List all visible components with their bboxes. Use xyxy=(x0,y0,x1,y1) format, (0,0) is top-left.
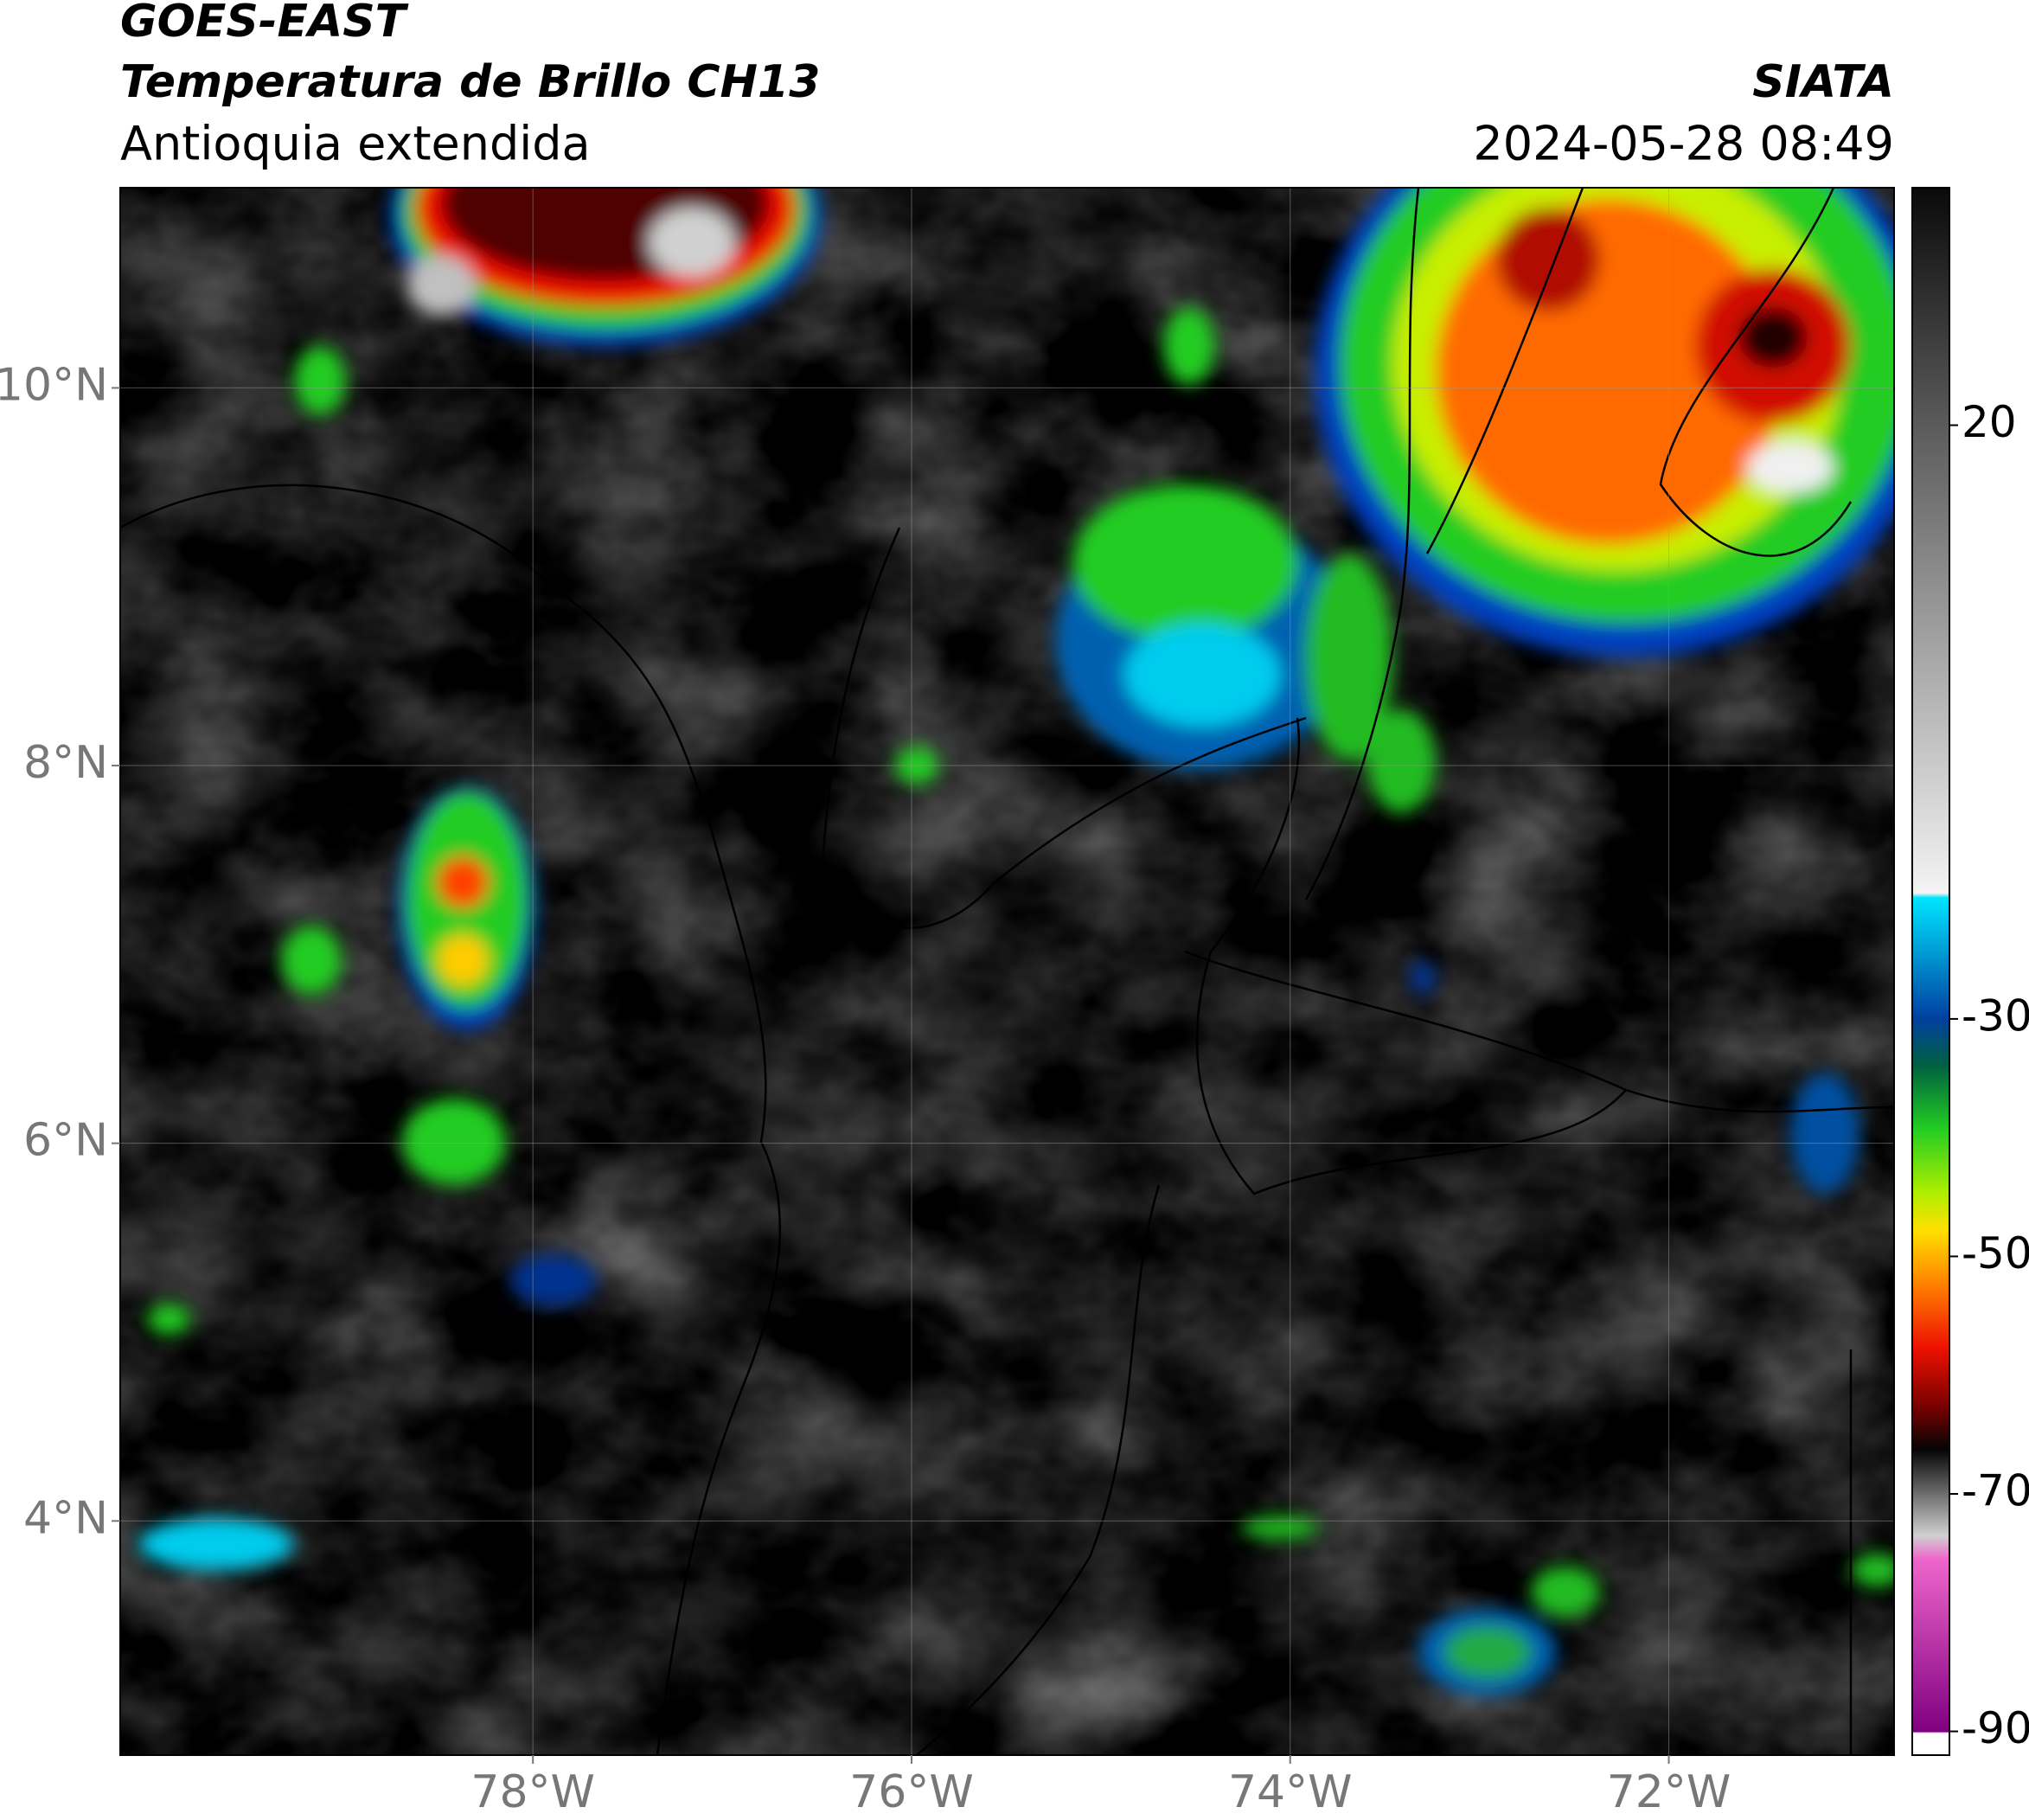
y-tick-label: 10°N xyxy=(0,359,108,411)
y-tick-label: 4°N xyxy=(23,1492,108,1544)
ticks: 78°W 76°W 74°W 72°W 10°N 8°N 6°N 4°N 20 -30 -50 -70… xyxy=(0,359,2029,1818)
timestamp: 2024-05-28 08:49 xyxy=(1473,117,1894,171)
x-tick-label: 74°W xyxy=(1228,1766,1353,1817)
y-tick-label: 8°N xyxy=(23,737,108,789)
region: Antioquia extendida xyxy=(120,117,591,171)
borders xyxy=(120,188,1894,1755)
map-image xyxy=(120,188,1894,1755)
y-tick-label: 6°N xyxy=(23,1115,108,1167)
colorbar-tick-label: -70 xyxy=(1962,1466,2029,1516)
colorbar-tick-label: 20 xyxy=(1962,397,2017,447)
map-frame xyxy=(119,187,1895,1756)
graticule xyxy=(120,188,1894,1755)
subtitle: Temperatura de Brillo CH13 xyxy=(120,56,820,108)
colorbar-tick-label: -30 xyxy=(1962,990,2029,1041)
x-tick-label: 78°W xyxy=(470,1766,595,1817)
source: SIATA xyxy=(1752,56,1894,108)
colorbar xyxy=(1911,187,1950,1756)
title: GOES-EAST xyxy=(120,0,409,48)
x-tick-label: 76°W xyxy=(849,1766,974,1817)
colorbar-tick-label: -90 xyxy=(1962,1703,2029,1753)
colorbar-tick-label: -50 xyxy=(1962,1228,2029,1278)
convective-cells xyxy=(138,188,1894,1695)
x-tick-label: 72°W xyxy=(1607,1766,1731,1817)
